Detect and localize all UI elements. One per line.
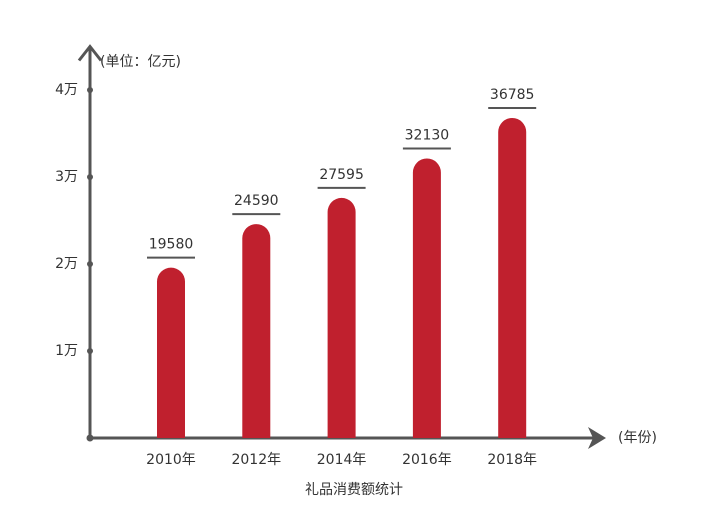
bar: [412, 158, 441, 439]
x-tick-label: 2014年: [317, 452, 367, 468]
value-label: 27595: [319, 167, 364, 183]
value-label: 24590: [234, 193, 279, 209]
bar: [327, 197, 356, 438]
y-tick-label: 4万: [55, 82, 78, 98]
y-tick: [87, 348, 93, 354]
x-tick-label: 2010年: [146, 452, 196, 468]
bar: [498, 117, 527, 438]
x-tick-label: 2016年: [402, 452, 452, 468]
y-tick-label: 1万: [55, 343, 78, 359]
y-tick: [87, 87, 93, 93]
x-tick-label: 2018年: [487, 452, 537, 468]
y-axis-label: (单位：亿元): [100, 54, 181, 70]
bar: [242, 224, 271, 438]
value-label: 36785: [490, 87, 535, 103]
x-tick-label: 2012年: [231, 452, 281, 468]
x-axis-arrow: [588, 427, 606, 449]
y-tick: [87, 174, 93, 180]
y-tick-label: 2万: [55, 256, 78, 272]
y-axis-arrow: [77, 44, 103, 62]
origin-dot: [86, 434, 94, 442]
y-tick-label: 3万: [55, 169, 78, 185]
y-tick: [87, 261, 93, 267]
value-label: 32130: [405, 127, 450, 143]
chart-title: 礼品消费额统计: [305, 482, 403, 498]
value-label: 19580: [149, 237, 194, 253]
bar: [157, 267, 185, 438]
x-axis-label: (年份): [618, 430, 657, 446]
